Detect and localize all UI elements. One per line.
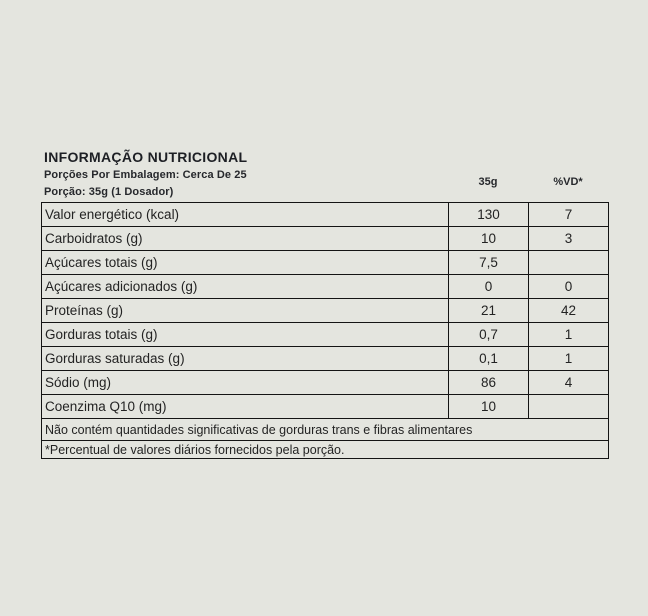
table-row: Açúcares adicionados (g) 0 0 <box>41 274 609 299</box>
nutrient-dv: 1 <box>528 346 609 371</box>
nutrient-amount: 10 <box>448 226 529 251</box>
nutrient-amount: 0,7 <box>448 322 529 347</box>
table-row: Proteínas (g) 21 42 <box>41 298 609 323</box>
column-header-amount: 35g <box>478 176 498 188</box>
nutrition-table: Valor energético (kcal) 130 7 Carboidrat… <box>41 202 609 459</box>
column-header-dv: %VD* <box>553 176 583 188</box>
nutrient-dv: 42 <box>528 298 609 323</box>
nutrient-dv: 1 <box>528 322 609 347</box>
table-row: Valor energético (kcal) 130 7 <box>41 202 609 227</box>
nutrient-dv: 3 <box>528 226 609 251</box>
nutrient-dv: 7 <box>528 202 609 227</box>
nutrient-amount: 0 <box>448 274 529 299</box>
table-row: Não contém quantidades significativas de… <box>41 418 609 441</box>
table-row: Açúcares totais (g) 7,5 <box>41 250 609 275</box>
note-dv-footnote: *Percentual de valores diários fornecido… <box>41 440 609 459</box>
nutrient-label: Carboidratos (g) <box>41 226 449 251</box>
table-row: Gorduras totais (g) 0,7 1 <box>41 322 609 347</box>
table-row: Gorduras saturadas (g) 0,1 1 <box>41 346 609 371</box>
nutrient-label: Valor energético (kcal) <box>41 202 449 227</box>
nutrient-dv: 0 <box>528 274 609 299</box>
table-row: *Percentual de valores diários fornecido… <box>41 440 609 459</box>
table-row: Sódio (mg) 86 4 <box>41 370 609 395</box>
nutrient-amount: 86 <box>448 370 529 395</box>
nutrient-label: Gorduras totais (g) <box>41 322 449 347</box>
page-title: INFORMAÇÃO NUTRICIONAL <box>44 149 248 165</box>
nutrient-label: Gorduras saturadas (g) <box>41 346 449 371</box>
nutrient-amount: 21 <box>448 298 529 323</box>
nutrient-label: Sódio (mg) <box>41 370 449 395</box>
table-row: Carboidratos (g) 10 3 <box>41 226 609 251</box>
nutrient-label: Açúcares totais (g) <box>41 250 449 275</box>
note-trans-fat: Não contém quantidades significativas de… <box>41 418 609 441</box>
nutrient-amount: 130 <box>448 202 529 227</box>
nutrient-label: Proteínas (g) <box>41 298 449 323</box>
nutrient-amount: 0,1 <box>448 346 529 371</box>
nutrient-label: Açúcares adicionados (g) <box>41 274 449 299</box>
nutrient-dv <box>528 394 609 419</box>
nutrient-label: Coenzima Q10 (mg) <box>41 394 449 419</box>
table-row: Coenzima Q10 (mg) 10 <box>41 394 609 419</box>
nutrient-dv <box>528 250 609 275</box>
servings-per-package-line: Porções Por Embalagem: Cerca De 25 <box>44 169 247 181</box>
nutrient-amount: 7,5 <box>448 250 529 275</box>
portion-size-line: Porção: 35g (1 Dosador) <box>44 186 174 198</box>
nutrient-amount: 10 <box>448 394 529 419</box>
nutrient-dv: 4 <box>528 370 609 395</box>
